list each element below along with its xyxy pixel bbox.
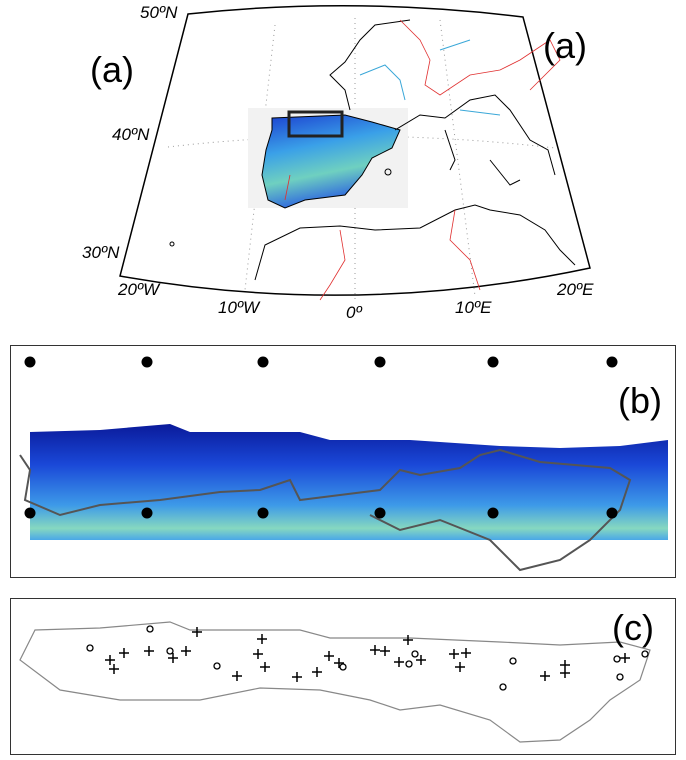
lat-label: 40ºN bbox=[112, 125, 150, 144]
borders bbox=[284, 19, 561, 301]
lon-label: 20ºW bbox=[117, 280, 161, 299]
region-outline bbox=[19, 621, 651, 743]
panel-label: (c) bbox=[612, 607, 654, 648]
lon-label: 0º bbox=[346, 303, 362, 322]
rivers bbox=[359, 39, 501, 116]
panel-label: (a) bbox=[90, 49, 134, 90]
lon-label: 20ºE bbox=[556, 280, 594, 299]
lon-label: 10ºE bbox=[455, 298, 492, 317]
station-circles bbox=[86, 625, 649, 691]
lat-label: 50ºN bbox=[140, 3, 178, 22]
panel-frame bbox=[10, 598, 676, 755]
panel-label: (b) bbox=[618, 380, 662, 421]
study-box bbox=[287, 110, 344, 138]
panel-b: (b) bbox=[10, 345, 676, 578]
panel-c: (c) bbox=[10, 598, 676, 755]
lon-label: 10ºW bbox=[218, 298, 261, 317]
iberia bbox=[261, 114, 401, 209]
lat-label: 30ºN bbox=[82, 243, 120, 262]
region-outline bbox=[19, 448, 632, 572]
panel-a: (a) (a) 50ºN 40ºN 30ºN 20ºW 10ºW 0º 10ºE… bbox=[82, 3, 594, 322]
panel-label: (a) bbox=[543, 25, 587, 66]
grid-points bbox=[24, 356, 618, 519]
station-crosses bbox=[105, 627, 630, 682]
